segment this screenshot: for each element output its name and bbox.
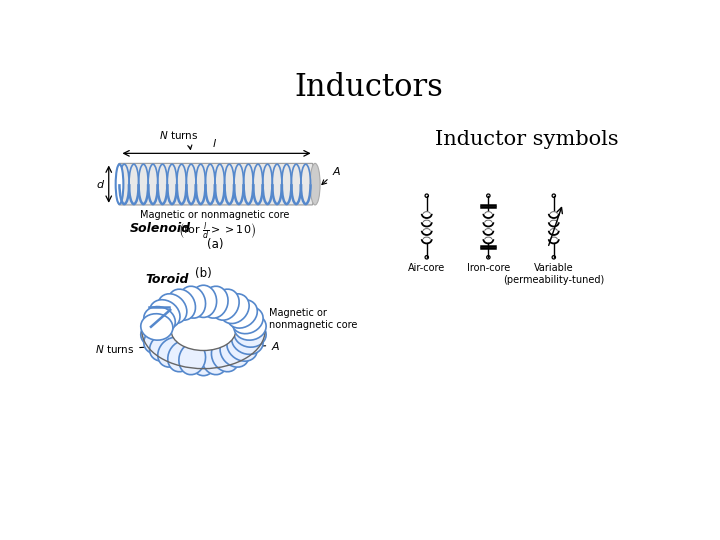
- Text: $A$: $A$: [322, 165, 341, 185]
- Text: Iron-core: Iron-core: [467, 264, 510, 273]
- Ellipse shape: [220, 294, 249, 323]
- Ellipse shape: [168, 341, 195, 372]
- Ellipse shape: [310, 164, 320, 205]
- Text: (a): (a): [207, 238, 223, 251]
- Ellipse shape: [220, 338, 249, 367]
- Text: $d$: $d$: [96, 178, 106, 190]
- Text: $N$ turns: $N$ turns: [94, 343, 171, 355]
- Ellipse shape: [179, 286, 206, 318]
- Text: Magnetic or nonmagnetic core: Magnetic or nonmagnetic core: [140, 211, 289, 220]
- Ellipse shape: [232, 307, 263, 334]
- Ellipse shape: [168, 289, 195, 320]
- Ellipse shape: [232, 327, 263, 354]
- Ellipse shape: [202, 286, 228, 318]
- Text: Magnetic or
nonmagnetic core: Magnetic or nonmagnetic core: [220, 308, 357, 330]
- Ellipse shape: [234, 321, 266, 347]
- Ellipse shape: [150, 300, 180, 328]
- Ellipse shape: [212, 341, 239, 372]
- Ellipse shape: [190, 285, 217, 318]
- Text: $N$ turns: $N$ turns: [159, 130, 199, 150]
- Text: (b): (b): [195, 267, 212, 280]
- Ellipse shape: [227, 300, 257, 328]
- Ellipse shape: [171, 310, 235, 350]
- Ellipse shape: [202, 343, 228, 375]
- Ellipse shape: [212, 289, 239, 320]
- Text: $\left(\mathrm{for}\ \frac{l}{d}>>10\right)$: $\left(\mathrm{for}\ \frac{l}{d}>>10\rig…: [178, 221, 256, 242]
- Text: $A$: $A$: [240, 340, 281, 352]
- Text: Variable
(permeability-tuned): Variable (permeability-tuned): [503, 264, 604, 285]
- Ellipse shape: [144, 307, 175, 334]
- Ellipse shape: [116, 164, 123, 204]
- Text: $l$: $l$: [212, 137, 217, 148]
- Text: Inductors: Inductors: [294, 72, 444, 104]
- Text: Solenoid: Solenoid: [130, 222, 192, 235]
- Ellipse shape: [227, 333, 257, 361]
- Ellipse shape: [234, 314, 266, 340]
- Ellipse shape: [179, 343, 206, 375]
- Ellipse shape: [150, 333, 180, 361]
- Text: Inductor symbols: Inductor symbols: [435, 130, 618, 149]
- FancyBboxPatch shape: [119, 164, 312, 205]
- Text: Toroid: Toroid: [145, 273, 189, 286]
- Ellipse shape: [158, 338, 186, 367]
- Ellipse shape: [141, 321, 173, 347]
- Ellipse shape: [141, 314, 173, 340]
- Text: Air-core: Air-core: [408, 264, 446, 273]
- Ellipse shape: [158, 294, 186, 323]
- Ellipse shape: [190, 343, 217, 376]
- Ellipse shape: [144, 327, 175, 354]
